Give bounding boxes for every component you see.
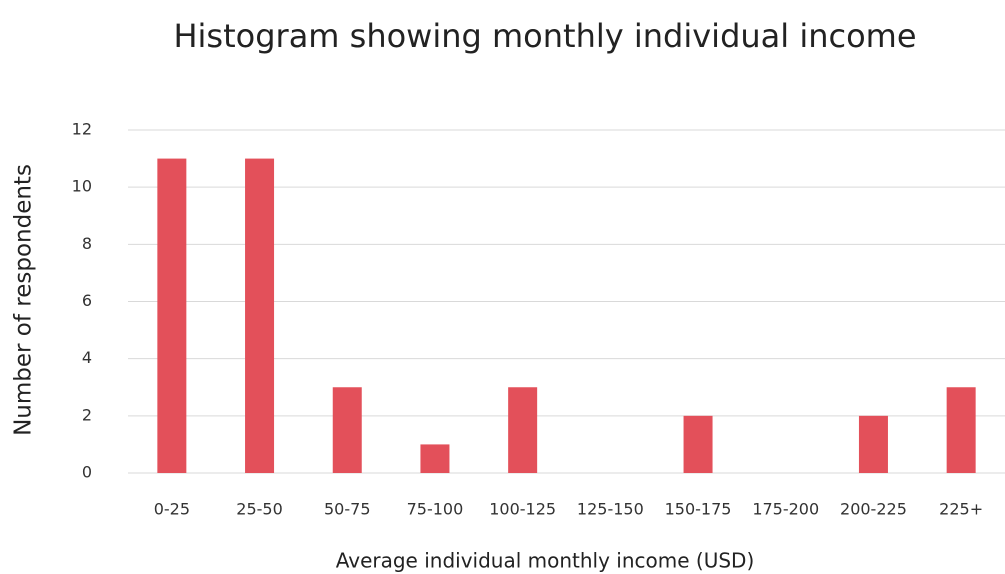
bar	[508, 387, 538, 473]
x-tick-label: 175-200	[752, 500, 819, 519]
bar	[858, 415, 888, 473]
x-tick-label: 75-100	[407, 500, 464, 519]
x-tick-label: 225+	[939, 500, 983, 519]
y-axis-label: Number of respondents	[11, 164, 37, 436]
bar	[946, 387, 976, 473]
x-tick-label: 0-25	[154, 500, 190, 519]
x-tick-label: 50-75	[324, 500, 371, 519]
x-tick-label: 100-125	[489, 500, 556, 519]
x-tick-label: 125-150	[577, 500, 644, 519]
bar	[332, 387, 362, 473]
chart-title: Histogram showing monthly individual inc…	[173, 17, 916, 55]
y-tick-label: 4	[82, 348, 92, 367]
y-tick-label: 10	[72, 177, 92, 196]
x-tick-label: 150-175	[665, 500, 732, 519]
y-tick-label: 12	[72, 120, 92, 139]
x-axis-label: Average individual monthly income (USD)	[336, 549, 755, 573]
bar	[157, 158, 187, 474]
y-tick-label: 2	[82, 405, 92, 424]
y-tick-label: 6	[82, 291, 92, 310]
y-tick-label: 0	[82, 463, 92, 482]
bar	[420, 444, 450, 473]
bar	[245, 158, 275, 474]
bar	[683, 415, 713, 473]
x-tick-label: 25-50	[236, 500, 283, 519]
x-tick-label: 200-225	[840, 500, 907, 519]
y-tick-label: 8	[82, 234, 92, 253]
